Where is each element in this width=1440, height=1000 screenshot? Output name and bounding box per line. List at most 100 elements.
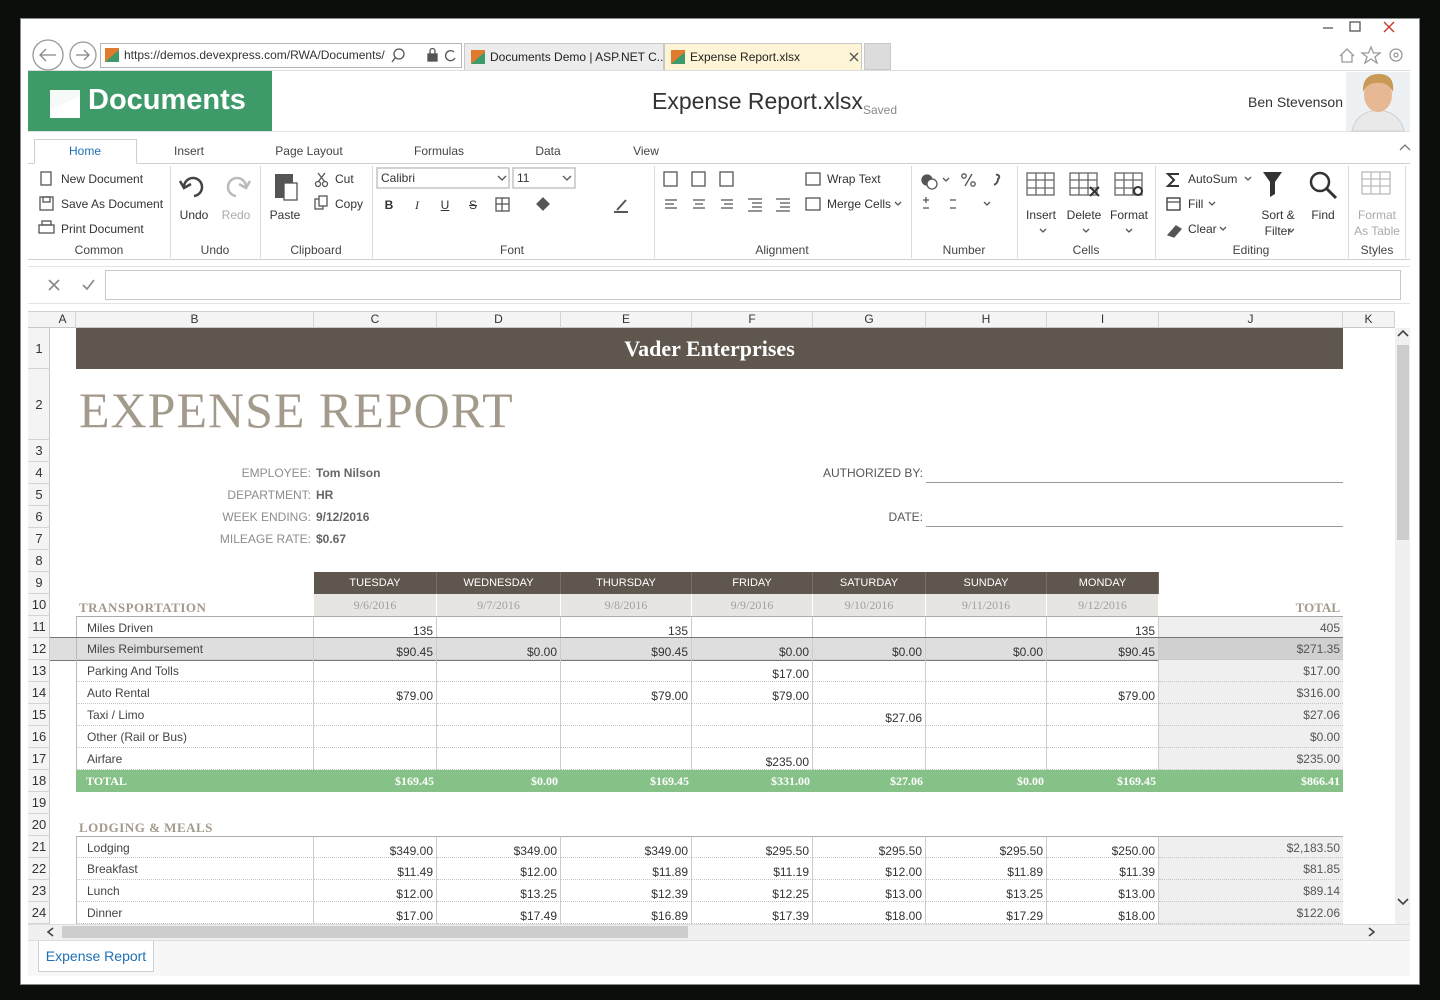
date-header[interactable]: 9/10/2016 [813, 594, 926, 616]
row-label[interactable]: Lodging [76, 836, 314, 858]
company-banner[interactable]: Vader Enterprises [76, 328, 1343, 369]
value-cell[interactable] [926, 748, 1047, 770]
ribbon-button[interactable]: S [468, 198, 477, 212]
grand-total[interactable]: $866.41 [1159, 770, 1343, 792]
column-header[interactable]: K [1343, 311, 1395, 328]
column-header[interactable]: B [76, 311, 314, 328]
total-value[interactable]: $169.45 [314, 770, 437, 792]
ribbon-button[interactable]: I [415, 198, 419, 212]
ribbon-button[interactable]: Paste [269, 208, 301, 222]
row-label[interactable]: Auto Rental [76, 682, 314, 704]
value-cell[interactable] [813, 660, 926, 682]
value-cell[interactable]: $12.00 [437, 858, 561, 880]
section-title[interactable]: LODGING & MEALS [79, 820, 213, 835]
row-header[interactable]: 2 [28, 369, 50, 440]
value-cell[interactable] [561, 748, 692, 770]
row-header[interactable]: 6 [28, 506, 50, 528]
day-header[interactable]: MONDAY [1047, 572, 1159, 594]
row-header[interactable]: 15 [28, 704, 50, 726]
row-label[interactable]: Taxi / Limo [76, 704, 314, 726]
value-cell[interactable] [692, 726, 813, 748]
value-cell[interactable]: 135 [314, 616, 437, 638]
value-cell[interactable]: $79.00 [561, 682, 692, 704]
value-cell[interactable]: $79.00 [314, 682, 437, 704]
row-label[interactable]: Airfare [76, 748, 314, 770]
ribbon-button[interactable]: Delete [1066, 208, 1102, 222]
row-label[interactable]: Miles Driven [76, 616, 314, 638]
ribbon-button[interactable]: Merge Cells [827, 197, 892, 211]
value-cell[interactable] [926, 682, 1047, 704]
value-cell[interactable]: $17.00 [692, 660, 813, 682]
day-header[interactable]: WEDNESDAY [437, 572, 561, 594]
total-value[interactable]: $0.00 [926, 770, 1047, 792]
ribbon-button[interactable]: Format [1109, 208, 1148, 222]
ribbon-button[interactable]: Print Document [61, 222, 144, 236]
value-cell[interactable]: $11.49 [314, 858, 437, 880]
ribbon-button[interactable]: Format As Table [1354, 208, 1400, 238]
logo-text[interactable]: Documents [88, 84, 246, 116]
total-cell[interactable]: $2,183.50 [1159, 836, 1343, 858]
total-cell[interactable]: $27.06 [1159, 704, 1343, 726]
ribbon-button[interactable]: Find [1311, 208, 1335, 222]
value-cell[interactable]: $17.00 [314, 902, 437, 924]
total-cell[interactable]: $89.14 [1159, 880, 1343, 902]
value-cell[interactable]: $12.00 [314, 880, 437, 902]
value-cell[interactable] [926, 704, 1047, 726]
value-cell[interactable] [813, 726, 926, 748]
url[interactable]: https://demos.devexpress.com/RWA/Documen… [124, 48, 385, 62]
row-label[interactable]: Lunch [76, 880, 314, 902]
value-cell[interactable] [314, 748, 437, 770]
value-cell[interactable]: $0.00 [813, 638, 926, 660]
ribbon-tab[interactable]: Data [535, 144, 561, 158]
formula-input[interactable] [105, 270, 1401, 300]
ribbon-button[interactable]: Cut [335, 172, 354, 186]
ribbon-button[interactable]: Save As Document [61, 197, 164, 211]
total-value[interactable]: $169.45 [561, 770, 692, 792]
value-cell[interactable]: $90.45 [561, 638, 692, 660]
row-header[interactable]: 4 [28, 462, 50, 484]
value-cell[interactable]: $12.39 [561, 880, 692, 902]
value-cell[interactable]: $0.00 [692, 638, 813, 660]
value-cell[interactable]: $12.25 [692, 880, 813, 902]
date-header[interactable]: 9/12/2016 [1047, 594, 1159, 616]
value-cell[interactable] [926, 616, 1047, 638]
ribbon-tab[interactable]: Page Layout [275, 144, 343, 158]
total-cell[interactable]: $235.00 [1159, 748, 1343, 770]
row-header[interactable]: 18 [28, 770, 50, 792]
value-cell[interactable] [437, 660, 561, 682]
value-cell[interactable] [314, 726, 437, 748]
value-cell[interactable]: $16.89 [561, 902, 692, 924]
ribbon-button[interactable]: Redo [221, 208, 251, 222]
value-cell[interactable]: $18.00 [813, 902, 926, 924]
date-header[interactable]: 9/9/2016 [692, 594, 813, 616]
value-cell[interactable]: $17.49 [437, 902, 561, 924]
sheet-tab[interactable]: Expense Report [38, 941, 154, 972]
total-value[interactable]: $27.06 [813, 770, 926, 792]
row-header[interactable]: 9 [28, 572, 50, 594]
value-cell[interactable] [1047, 726, 1159, 748]
ribbon-button[interactable]: Sort & Filter [1261, 208, 1295, 238]
value-cell[interactable] [813, 682, 926, 704]
user-name[interactable]: Ben Stevenson [1248, 94, 1343, 110]
ribbon-tab[interactable]: Formulas [413, 144, 464, 158]
total-cell[interactable]: 405 [1159, 616, 1343, 638]
value-cell[interactable]: $13.00 [1047, 880, 1159, 902]
new-tab[interactable] [864, 43, 891, 70]
value-cell[interactable]: $0.00 [926, 638, 1047, 660]
browser-tab[interactable] [664, 43, 862, 70]
row-label[interactable]: Other (Rail or Bus) [76, 726, 314, 748]
total-value[interactable]: $169.45 [1047, 770, 1159, 792]
column-header[interactable]: J [1159, 311, 1343, 328]
value-cell[interactable] [561, 660, 692, 682]
value-cell[interactable]: $235.00 [692, 748, 813, 770]
section-title[interactable]: TRANSPORTATION [79, 600, 207, 615]
ribbon-button[interactable]: Undo [179, 208, 209, 222]
total-cell[interactable]: $81.85 [1159, 858, 1343, 880]
date-header[interactable]: 9/11/2016 [926, 594, 1047, 616]
browser-tab-title[interactable]: Documents Demo | ASP.NET C... [490, 50, 667, 64]
value-cell[interactable] [437, 726, 561, 748]
value-cell[interactable]: $13.25 [437, 880, 561, 902]
value-cell[interactable]: $349.00 [561, 836, 692, 858]
value-cell[interactable] [314, 704, 437, 726]
value-cell[interactable]: $250.00 [1047, 836, 1159, 858]
